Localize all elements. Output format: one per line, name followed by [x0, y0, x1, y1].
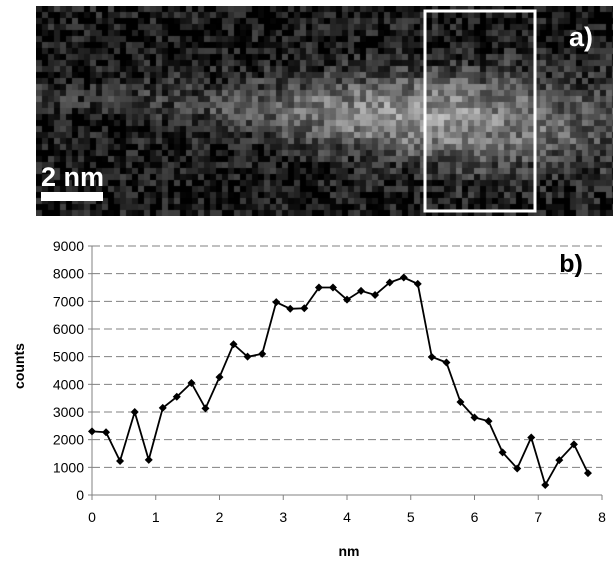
data-point [88, 427, 96, 436]
data-point [116, 456, 125, 465]
data-point [385, 278, 394, 287]
data-point [427, 352, 436, 361]
y-tick-label: 5000 [53, 349, 84, 365]
data-point [583, 469, 592, 478]
data-point [158, 403, 167, 412]
data-point [102, 428, 111, 437]
axes [91, 246, 602, 496]
data-point [456, 398, 465, 407]
data-point [555, 456, 564, 465]
y-tick-label: 4000 [53, 376, 84, 392]
scale-bar-label: 2 nm [41, 162, 104, 192]
data-point [272, 298, 281, 307]
chart-panel-label: b) [559, 250, 583, 278]
data-point [357, 286, 366, 295]
micrograph-panel [36, 6, 613, 216]
series-line [91, 276, 589, 488]
data-point [541, 481, 550, 490]
x-tick-label: 6 [471, 509, 479, 525]
y-tick-label: 0 [76, 487, 84, 503]
data-point [314, 283, 323, 292]
data-point [413, 279, 422, 288]
data-point [144, 455, 153, 464]
y-tick-label: 8000 [53, 266, 84, 282]
gridlines [92, 245, 602, 468]
x-tick-label: 5 [407, 509, 415, 525]
selection-rectangle [423, 9, 537, 213]
data-point [201, 404, 210, 413]
data-point [371, 290, 380, 299]
x-tick-labels: 0 1 2 3 4 5 6 7 8 [88, 495, 606, 525]
data-point [258, 349, 267, 358]
data-point [470, 413, 479, 422]
data-point [130, 408, 139, 416]
data-point [513, 464, 522, 473]
y-tick-labels: 0 1000 2000 3000 4000 5000 6000 7000 8000 9000 [53, 238, 92, 503]
x-tick-label: 8 [598, 509, 606, 525]
data-point [343, 295, 351, 304]
y-axis-title: counts [11, 343, 27, 389]
x-axis-title: nm [339, 543, 360, 559]
data-point [300, 304, 309, 313]
x-tick-label: 0 [88, 509, 96, 525]
data-point [442, 358, 451, 367]
x-tick-label: 1 [152, 509, 160, 525]
y-tick-label: 9000 [53, 238, 84, 254]
micrograph-panel-label: a) [569, 22, 593, 52]
data-point [527, 433, 536, 442]
x-tick-label: 7 [534, 509, 542, 525]
stem-micrograph-image [36, 6, 613, 216]
data-point [498, 448, 507, 457]
data-point [286, 304, 295, 313]
data-markers [88, 273, 592, 490]
y-tick-label: 1000 [53, 459, 84, 475]
y-tick-label: 6000 [53, 321, 84, 337]
scale-bar [41, 192, 103, 201]
x-tick-label: 2 [216, 509, 224, 525]
data-point [172, 392, 181, 401]
y-tick-label: 2000 [53, 432, 84, 448]
data-point [399, 273, 408, 282]
data-point [187, 378, 196, 387]
data-point [569, 440, 578, 449]
x-tick-label: 3 [279, 509, 287, 525]
x-tick-label: 4 [343, 509, 351, 525]
data-point [215, 373, 224, 382]
data-point [243, 352, 252, 361]
y-tick-label: 7000 [53, 293, 84, 309]
y-tick-label: 3000 [53, 404, 84, 420]
data-point [328, 283, 337, 292]
data-point [484, 417, 493, 426]
data-point [229, 340, 238, 349]
